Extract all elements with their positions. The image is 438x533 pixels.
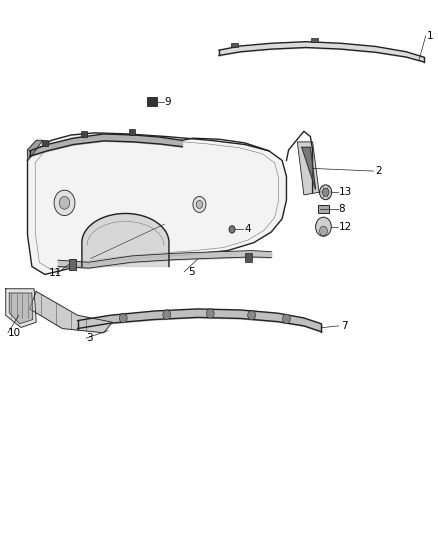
Circle shape <box>163 310 171 319</box>
Polygon shape <box>82 214 169 266</box>
FancyBboxPatch shape <box>69 259 76 270</box>
Polygon shape <box>28 133 286 274</box>
FancyBboxPatch shape <box>231 43 238 47</box>
FancyBboxPatch shape <box>311 38 318 42</box>
Text: 12: 12 <box>339 222 352 232</box>
FancyBboxPatch shape <box>81 131 87 137</box>
Circle shape <box>320 226 327 236</box>
FancyBboxPatch shape <box>245 253 252 262</box>
Circle shape <box>322 188 329 196</box>
Circle shape <box>196 200 203 208</box>
Polygon shape <box>30 292 113 333</box>
Polygon shape <box>9 293 33 324</box>
Polygon shape <box>297 142 319 195</box>
Text: 7: 7 <box>341 321 347 331</box>
Circle shape <box>316 217 331 236</box>
Text: 9: 9 <box>165 96 171 107</box>
Polygon shape <box>28 140 43 160</box>
Polygon shape <box>302 147 316 190</box>
Text: 3: 3 <box>86 333 93 343</box>
Text: 2: 2 <box>376 166 382 176</box>
FancyBboxPatch shape <box>129 129 135 135</box>
Text: 5: 5 <box>188 267 195 277</box>
Polygon shape <box>6 289 36 327</box>
Circle shape <box>206 309 214 318</box>
FancyBboxPatch shape <box>318 205 328 214</box>
Circle shape <box>229 225 235 233</box>
Circle shape <box>193 197 206 213</box>
Circle shape <box>54 190 75 216</box>
Text: 4: 4 <box>244 224 251 235</box>
Text: 13: 13 <box>339 187 352 197</box>
FancyBboxPatch shape <box>147 98 157 106</box>
Text: 10: 10 <box>8 328 21 338</box>
Circle shape <box>248 310 255 320</box>
Text: 8: 8 <box>339 204 345 214</box>
Text: 11: 11 <box>48 269 62 278</box>
Circle shape <box>119 313 127 323</box>
FancyBboxPatch shape <box>42 140 48 146</box>
Circle shape <box>283 314 290 324</box>
Circle shape <box>320 185 332 200</box>
Text: 1: 1 <box>427 31 434 41</box>
Circle shape <box>59 197 70 209</box>
